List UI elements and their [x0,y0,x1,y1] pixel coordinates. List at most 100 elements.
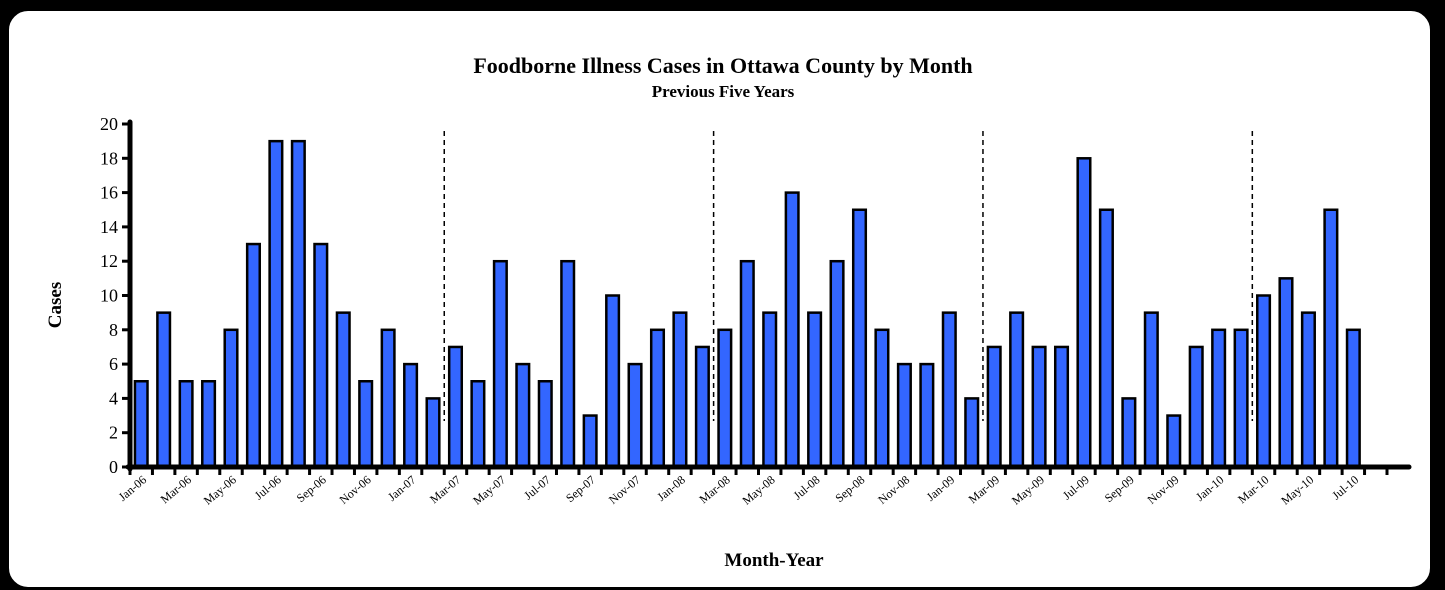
bar-Mar-09 [986,345,1002,469]
y-tick-label: 8 [109,320,118,340]
bar-Jun-06 [245,242,261,469]
bar-Jul-07 [537,380,553,469]
bar-Sep-06 [313,242,329,469]
bar-Mar-06 [178,380,194,469]
bar-Feb-08 [694,345,710,469]
bar-Mar-10 [1256,294,1272,469]
bar-Mar-07 [447,345,464,469]
bar-Dec-07 [649,328,666,469]
x-tick-label: Sep-07 [563,473,598,506]
x-tick-label: Jul-08 [791,473,823,503]
bar-May-09 [1031,345,1047,469]
bar-Mar-08 [717,328,733,469]
x-tick-label: Nov-06 [337,473,374,507]
bar-Jun-10 [1323,208,1339,469]
bar-Dec-08 [919,362,935,469]
y-tick-label: 16 [100,183,118,203]
bar-Aug-09 [1098,208,1114,469]
x-tick-label: Mar-09 [966,473,1002,507]
bar-May-10 [1300,311,1316,469]
bar-Dec-06 [380,328,396,469]
bar-Sep-08 [851,208,868,469]
x-tick-label: May-09 [1009,473,1047,508]
y-axis-label: Cases [45,282,66,328]
x-tick-label: Jul-06 [252,473,284,503]
bar-Aug-07 [560,259,576,469]
x-tick-label: Jul-07 [521,473,553,503]
x-tick-label: Sep-08 [832,473,867,506]
x-tick-label: Nov-09 [1145,473,1182,507]
bar-May-06 [223,328,239,469]
x-tick-label: Mar-08 [696,473,732,507]
bar-Jul-09 [1076,157,1092,469]
x-tick-label: Sep-09 [1102,473,1137,506]
x-tick-label: May-08 [740,473,778,508]
chart-frame: Foodborne Illness Cases in Ottawa County… [6,8,1433,590]
bar-Aug-08 [829,259,845,469]
y-tick-label: 10 [100,286,118,306]
bar-Nov-09 [1166,414,1182,469]
y-tick-label: 6 [109,354,118,374]
bar-May-08 [762,311,778,469]
bar-Jul-10 [1345,328,1361,469]
bar-Nov-07 [627,362,643,469]
bar-Feb-06 [156,311,172,469]
y-tick-label: 12 [100,251,118,271]
x-tick-label: May-10 [1278,473,1316,508]
bar-Oct-07 [605,294,621,469]
chart-subtitle: Previous Five Years [652,82,795,101]
y-tick-label: 2 [109,423,118,443]
bar-Apr-08 [739,259,755,469]
x-tick-label: Jan-10 [1193,473,1227,504]
y-tick-label: 14 [100,217,118,237]
x-tick-label: Sep-06 [294,473,329,506]
bar-Oct-08 [874,328,890,469]
bar-Apr-06 [201,380,217,469]
y-tick-label: 18 [100,148,118,168]
x-tick-label: Mar-07 [427,473,463,507]
bar-Jan-10 [1211,328,1227,469]
x-tick-label: Mar-10 [1235,473,1271,507]
x-tick-label: May-07 [470,473,508,508]
bar-Oct-06 [335,311,351,469]
bar-Jun-09 [1053,345,1070,469]
x-tick-label: May-06 [201,473,239,508]
bar-Jan-06 [133,380,149,469]
bar-Jul-08 [807,311,823,469]
bar-Feb-10 [1233,328,1249,469]
x-tick-label: Jan-08 [654,473,688,504]
bar-Feb-09 [964,397,980,469]
bar-Jul-06 [268,139,284,469]
x-tick-label: Jul-09 [1060,473,1092,503]
x-tick-label: Mar-06 [158,473,194,507]
bar-Aug-06 [290,139,306,469]
bar-Apr-07 [470,380,486,469]
bar-Jan-09 [941,311,957,469]
bar-Apr-10 [1278,277,1294,469]
bar-Jun-07 [515,362,531,469]
y-tick-label: 0 [109,457,118,477]
bar-May-07 [492,259,508,469]
bar-Oct-09 [1143,311,1159,469]
y-tick-label: 20 [100,114,118,134]
x-tick-label: Jan-09 [924,473,958,504]
x-axis-label: Month-Year [724,550,824,571]
y-tick-label: 4 [109,388,118,408]
x-tick-label: Nov-07 [606,473,643,507]
bar-Nov-08 [896,362,912,469]
bar-Jun-08 [784,191,800,469]
chart-title: Foodborne Illness Cases in Ottawa County… [473,53,972,78]
x-tick-label: Jan-06 [116,473,150,504]
bar-Feb-07 [425,397,441,469]
bar-Dec-09 [1188,345,1204,469]
bar-Apr-09 [1009,311,1025,469]
bar-Nov-06 [358,380,374,469]
x-tick-label: Jan-07 [385,473,419,504]
bar-Jan-08 [672,311,688,469]
bar-Sep-09 [1121,397,1137,469]
plot-area: 0 2 4 6 8 10 12 14 16 18 20 Jan-06 Mar-06 May-06 Jul-0… [100,114,1412,508]
bar-Sep-07 [582,414,598,469]
x-tick-label: Jul-10 [1329,473,1361,503]
chart-svg: Foodborne Illness Cases in Ottawa County… [45,53,1412,571]
x-tick-label: Nov-08 [875,473,912,507]
